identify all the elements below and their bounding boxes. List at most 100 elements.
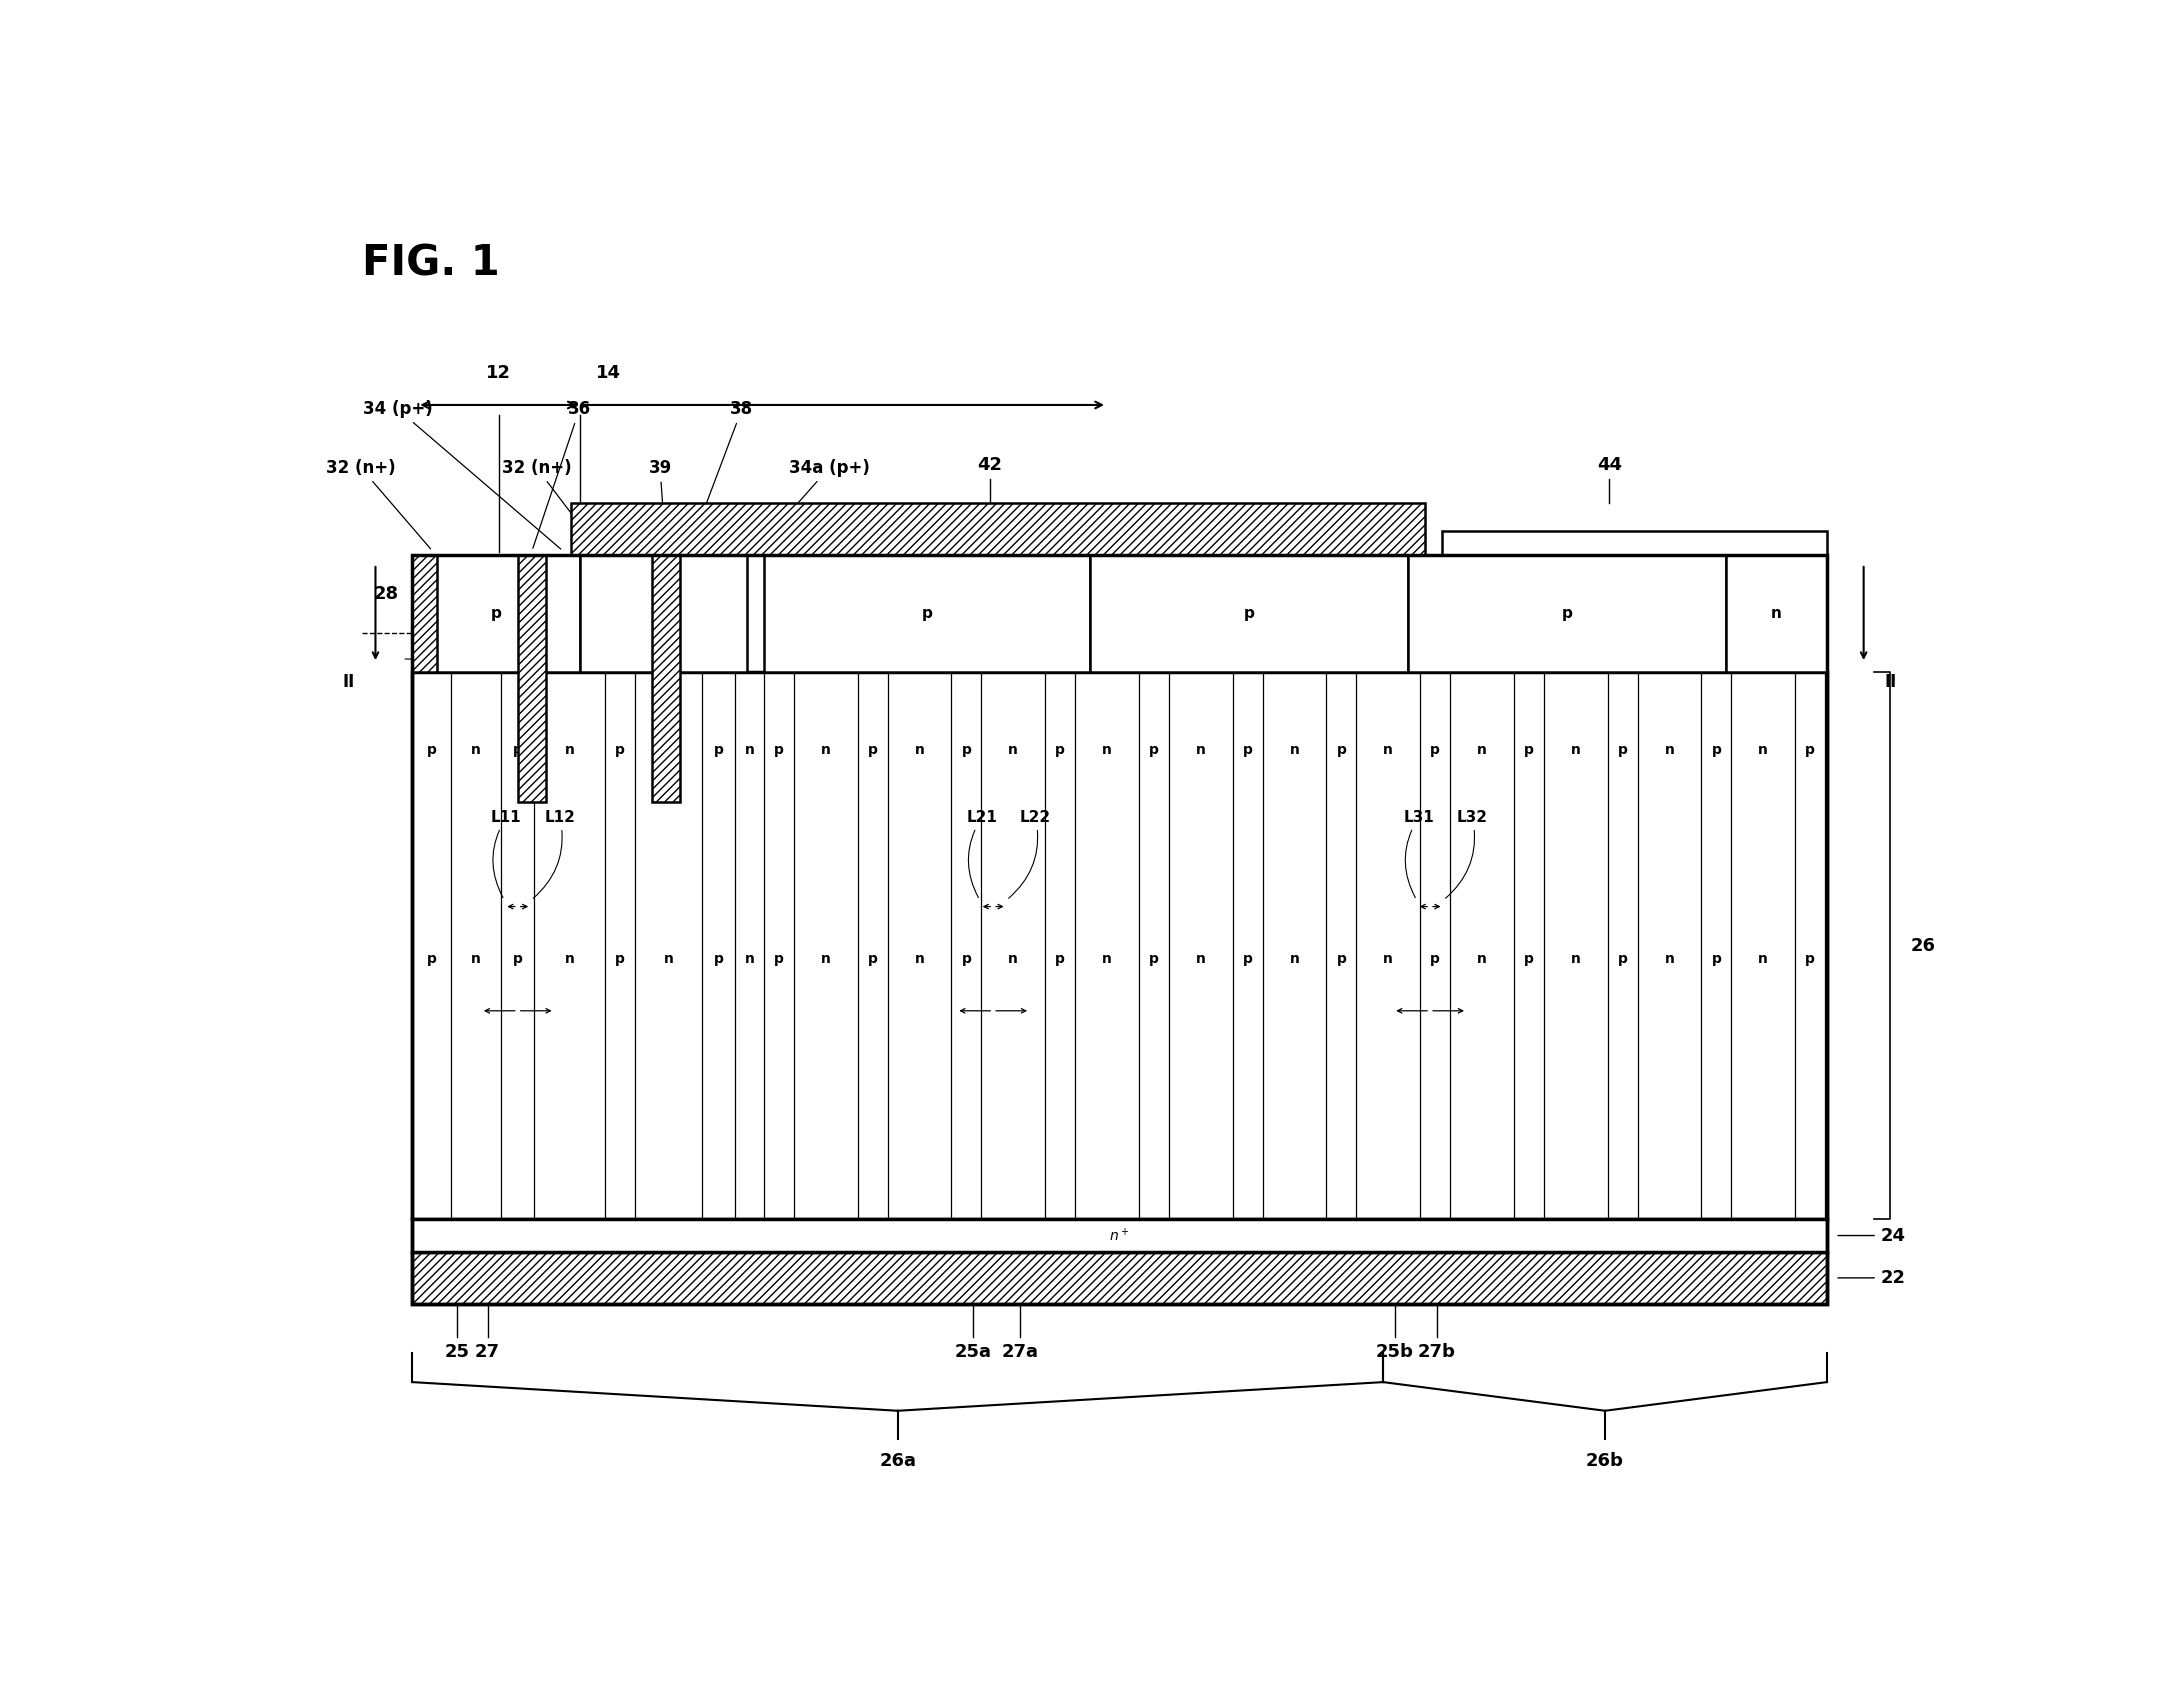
Text: p: p xyxy=(1430,951,1441,966)
Text: p: p xyxy=(616,743,624,758)
Bar xyxy=(1091,555,1408,672)
Text: II: II xyxy=(1884,673,1896,692)
Bar xyxy=(413,672,1827,1220)
Bar xyxy=(765,555,1091,672)
Text: 36: 36 xyxy=(534,399,592,548)
Text: p: p xyxy=(616,951,624,966)
Text: p: p xyxy=(1711,951,1722,966)
Text: p: p xyxy=(428,951,436,966)
Text: p: p xyxy=(1149,743,1158,758)
Bar xyxy=(413,1252,1827,1305)
Text: II: II xyxy=(343,673,354,692)
Text: p: p xyxy=(1806,743,1814,758)
Text: n: n xyxy=(821,743,832,758)
Text: n: n xyxy=(1290,743,1300,758)
Bar xyxy=(413,555,579,672)
Text: p: p xyxy=(1337,951,1346,966)
Text: 25a: 25a xyxy=(955,1343,991,1360)
Text: p: p xyxy=(1525,951,1534,966)
Text: p: p xyxy=(1618,743,1626,758)
Text: n: n xyxy=(1009,951,1017,966)
Bar xyxy=(413,1220,1827,1252)
Text: n: n xyxy=(1009,743,1017,758)
Text: n: n xyxy=(1758,951,1769,966)
Text: p: p xyxy=(1242,951,1253,966)
Text: 28: 28 xyxy=(374,585,400,602)
Text: n: n xyxy=(564,743,575,758)
Text: n: n xyxy=(1382,743,1393,758)
Text: p: p xyxy=(961,951,972,966)
Text: n: n xyxy=(1102,951,1112,966)
Text: n: n xyxy=(1665,951,1674,966)
Text: p: p xyxy=(922,606,933,621)
Bar xyxy=(1443,531,1827,555)
Text: n: n xyxy=(1197,743,1205,758)
Text: 12: 12 xyxy=(486,364,512,381)
Text: 25b: 25b xyxy=(1376,1343,1415,1360)
Text: 27a: 27a xyxy=(1002,1343,1039,1360)
Text: p: p xyxy=(512,743,523,758)
Text: p: p xyxy=(512,951,523,966)
Text: 32 (n+): 32 (n+) xyxy=(501,459,598,548)
Text: p: p xyxy=(1244,606,1255,621)
Text: 32 (n+): 32 (n+) xyxy=(326,459,430,548)
Text: 26: 26 xyxy=(1912,937,1935,954)
Text: n: n xyxy=(1102,743,1112,758)
Text: n: n xyxy=(745,951,754,966)
Text: 26b: 26b xyxy=(1585,1452,1624,1470)
Text: 27: 27 xyxy=(475,1343,501,1360)
Text: p: p xyxy=(659,606,670,621)
Text: L12: L12 xyxy=(534,810,575,898)
Text: 38: 38 xyxy=(689,399,754,548)
Text: 22: 22 xyxy=(1881,1269,1905,1288)
Text: n: n xyxy=(1382,951,1393,966)
Text: L22: L22 xyxy=(1009,810,1052,898)
Text: 34 (p+): 34 (p+) xyxy=(363,399,562,550)
Text: 14: 14 xyxy=(596,364,622,381)
Text: n: n xyxy=(1570,951,1581,966)
Text: n: n xyxy=(1758,743,1769,758)
Text: $n^+$: $n^+$ xyxy=(1110,1227,1130,1244)
Bar xyxy=(413,555,436,672)
Text: p: p xyxy=(713,951,724,966)
Bar xyxy=(652,555,680,802)
Bar xyxy=(1726,555,1827,672)
Text: n: n xyxy=(1477,743,1486,758)
Text: 27b: 27b xyxy=(1417,1343,1456,1360)
Text: p: p xyxy=(1525,743,1534,758)
Bar xyxy=(570,503,1426,555)
Bar xyxy=(1408,555,1726,672)
Text: p: p xyxy=(1562,606,1572,621)
Bar xyxy=(579,555,747,672)
Text: L21: L21 xyxy=(966,810,998,898)
Text: p: p xyxy=(1242,743,1253,758)
Text: n: n xyxy=(1570,743,1581,758)
Text: n: n xyxy=(821,951,832,966)
Text: p: p xyxy=(1711,743,1722,758)
Bar xyxy=(413,555,1827,1305)
Text: 44: 44 xyxy=(1596,457,1622,474)
Text: n: n xyxy=(1771,606,1782,621)
Text: p: p xyxy=(773,743,784,758)
Text: p: p xyxy=(1618,951,1626,966)
Text: n: n xyxy=(914,951,924,966)
Text: p: p xyxy=(1149,951,1158,966)
Text: p: p xyxy=(868,743,877,758)
Text: L11: L11 xyxy=(490,810,521,898)
Text: p: p xyxy=(490,606,501,621)
Text: 24: 24 xyxy=(1881,1227,1905,1245)
Text: n: n xyxy=(745,743,754,758)
Text: p: p xyxy=(1056,743,1065,758)
Text: n: n xyxy=(663,951,674,966)
Text: p: p xyxy=(713,743,724,758)
Text: n: n xyxy=(1665,743,1674,758)
Text: n: n xyxy=(564,951,575,966)
Text: n: n xyxy=(471,951,482,966)
Text: 42: 42 xyxy=(976,457,1002,474)
Text: p: p xyxy=(1337,743,1346,758)
Text: n: n xyxy=(471,743,482,758)
Text: p: p xyxy=(1806,951,1814,966)
Text: 39: 39 xyxy=(648,459,672,548)
Text: FIG. 1: FIG. 1 xyxy=(363,242,499,284)
Text: p: p xyxy=(961,743,972,758)
